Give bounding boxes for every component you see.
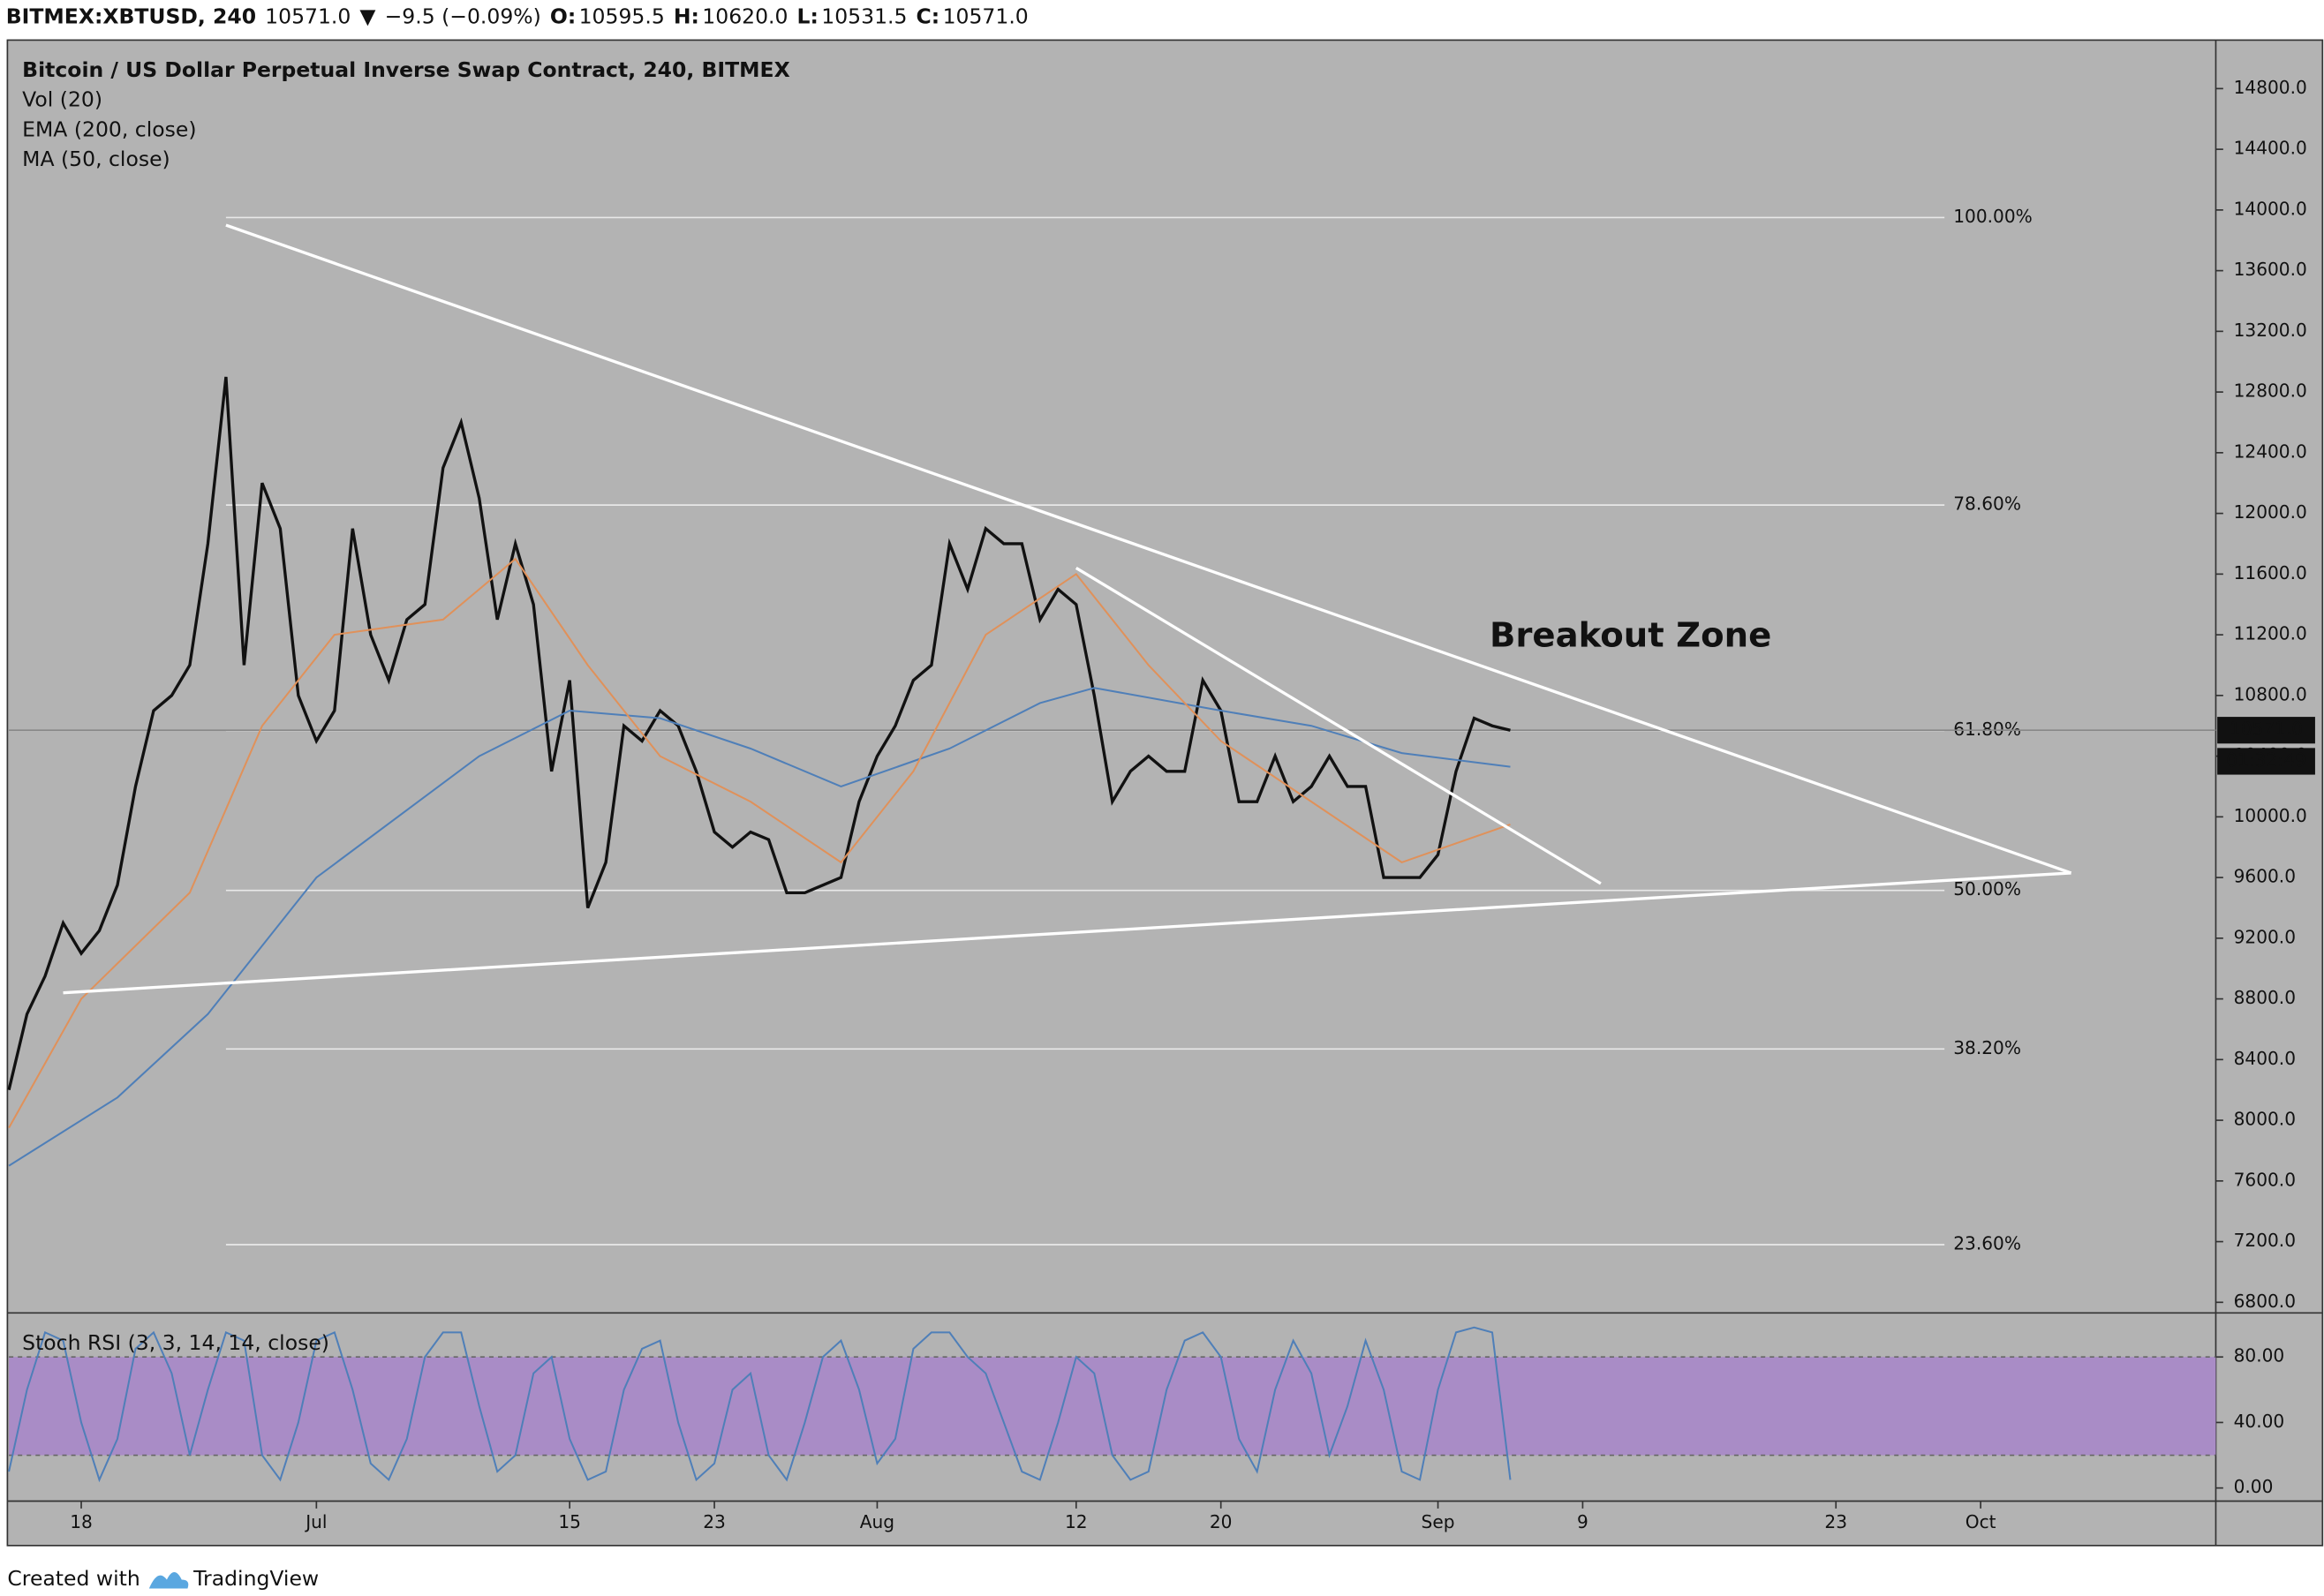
legend-entry: EMA (200, close) (22, 117, 196, 141)
header-c: 10571.0 (943, 4, 1029, 29)
y-tick-label: 7200.0 (2234, 1230, 2296, 1251)
price-marker-box (2217, 717, 2315, 744)
x-tick-label: Sep (1422, 1511, 1455, 1532)
header-l-label: L: (797, 4, 819, 29)
fib-label: 100.00% (1953, 206, 2033, 227)
y-tick-label: 12800.0 (2234, 380, 2307, 402)
y-tick-label: 14800.0 (2234, 77, 2307, 98)
y-tick-label: 11600.0 (2234, 562, 2307, 583)
x-tick-label: 20 (1210, 1511, 1233, 1532)
footer-created: Created with (7, 1566, 140, 1591)
indicator-line (8, 557, 1511, 1129)
y-tick-label: 13600.0 (2234, 259, 2307, 280)
header-o-label: O: (550, 4, 576, 29)
y-tick-label: 40.00 (2234, 1411, 2285, 1432)
x-tick-label: 12 (1065, 1511, 1088, 1532)
y-tick-label: 6800.0 (2234, 1291, 2296, 1312)
countdown-box (2217, 748, 2315, 775)
y-tick-label: 9200.0 (2234, 926, 2296, 947)
x-tick-label: Jul (304, 1511, 327, 1532)
header-h-label: H: (674, 4, 699, 29)
legend-entry: Vol (20) (22, 87, 102, 112)
y-tick-label: 9600.0 (2234, 866, 2296, 887)
y-tick-label: 14000.0 (2234, 198, 2307, 219)
x-tick-label: 23 (1824, 1511, 1847, 1532)
chart-frame (6, 39, 2324, 1547)
y-tick-label: 0.00 (2234, 1476, 2274, 1497)
y-tick-label: 8400.0 (2234, 1048, 2296, 1069)
header-o: 10595.5 (579, 4, 665, 29)
price-line-series (7, 376, 1511, 1091)
header-h: 10620.0 (702, 4, 788, 29)
y-tick-label: 12000.0 (2234, 501, 2307, 523)
x-tick-label: 15 (558, 1511, 581, 1532)
x-tick-label: Oct (1966, 1511, 1996, 1532)
y-tick-label: 10800.0 (2234, 683, 2307, 704)
header-c-label: C: (917, 4, 940, 29)
y-tick-label: 7600.0 (2234, 1169, 2296, 1190)
y-tick-label: 13200.0 (2234, 320, 2307, 341)
fib-label: 78.60% (1953, 493, 2021, 515)
pane-title: Stoch RSI (3, 3, 14, 14, close) (22, 1330, 329, 1355)
y-tick-label: 14400.0 (2234, 138, 2307, 159)
fib-label: 38.20% (1953, 1037, 2021, 1058)
brand-logo (148, 1572, 189, 1589)
footer-brand: TradingView (192, 1566, 319, 1591)
y-tick-label: 11200.0 (2234, 623, 2307, 644)
trendline (63, 871, 2071, 995)
x-tick-label: Aug (860, 1511, 894, 1532)
header-l: 10531.5 (821, 4, 907, 29)
stoch-band (9, 1357, 2216, 1456)
x-tick-label: 9 (1577, 1511, 1588, 1532)
header-last: 10571.0 (265, 4, 351, 29)
y-tick-label: 80.00 (2234, 1345, 2285, 1366)
fib-label: 50.00% (1953, 878, 2021, 900)
trendline (1075, 567, 1602, 885)
y-tick-label: 8800.0 (2234, 987, 2296, 1008)
header-symbol: BITMEX:XBTUSD, 240 (6, 4, 256, 29)
countdown-label: 01:32:49 (2226, 749, 2305, 771)
y-tick-label: 10000.0 (2234, 805, 2307, 826)
legend-entry: MA (50, close) (22, 147, 170, 171)
price-marker-label: 10571.0 (2230, 719, 2303, 740)
indicator-line (8, 687, 1511, 1167)
x-tick-label: 23 (703, 1511, 726, 1532)
pane-title: Bitcoin / US Dollar Perpetual Inverse Sw… (22, 57, 790, 82)
fib-label: 23.60% (1953, 1233, 2021, 1254)
trendline (225, 223, 2072, 875)
annotation: Breakout Zone (1490, 615, 1771, 655)
indicator-line (8, 1326, 1512, 1483)
header-arrow: ▼ (359, 4, 375, 29)
x-tick-label: 18 (70, 1511, 93, 1532)
header-change: −9.5 (−0.09%) (385, 4, 541, 29)
y-tick-label: 12400.0 (2234, 440, 2307, 462)
y-tick-label: 8000.0 (2234, 1109, 2296, 1130)
fib-label: 61.80% (1953, 719, 2021, 740)
